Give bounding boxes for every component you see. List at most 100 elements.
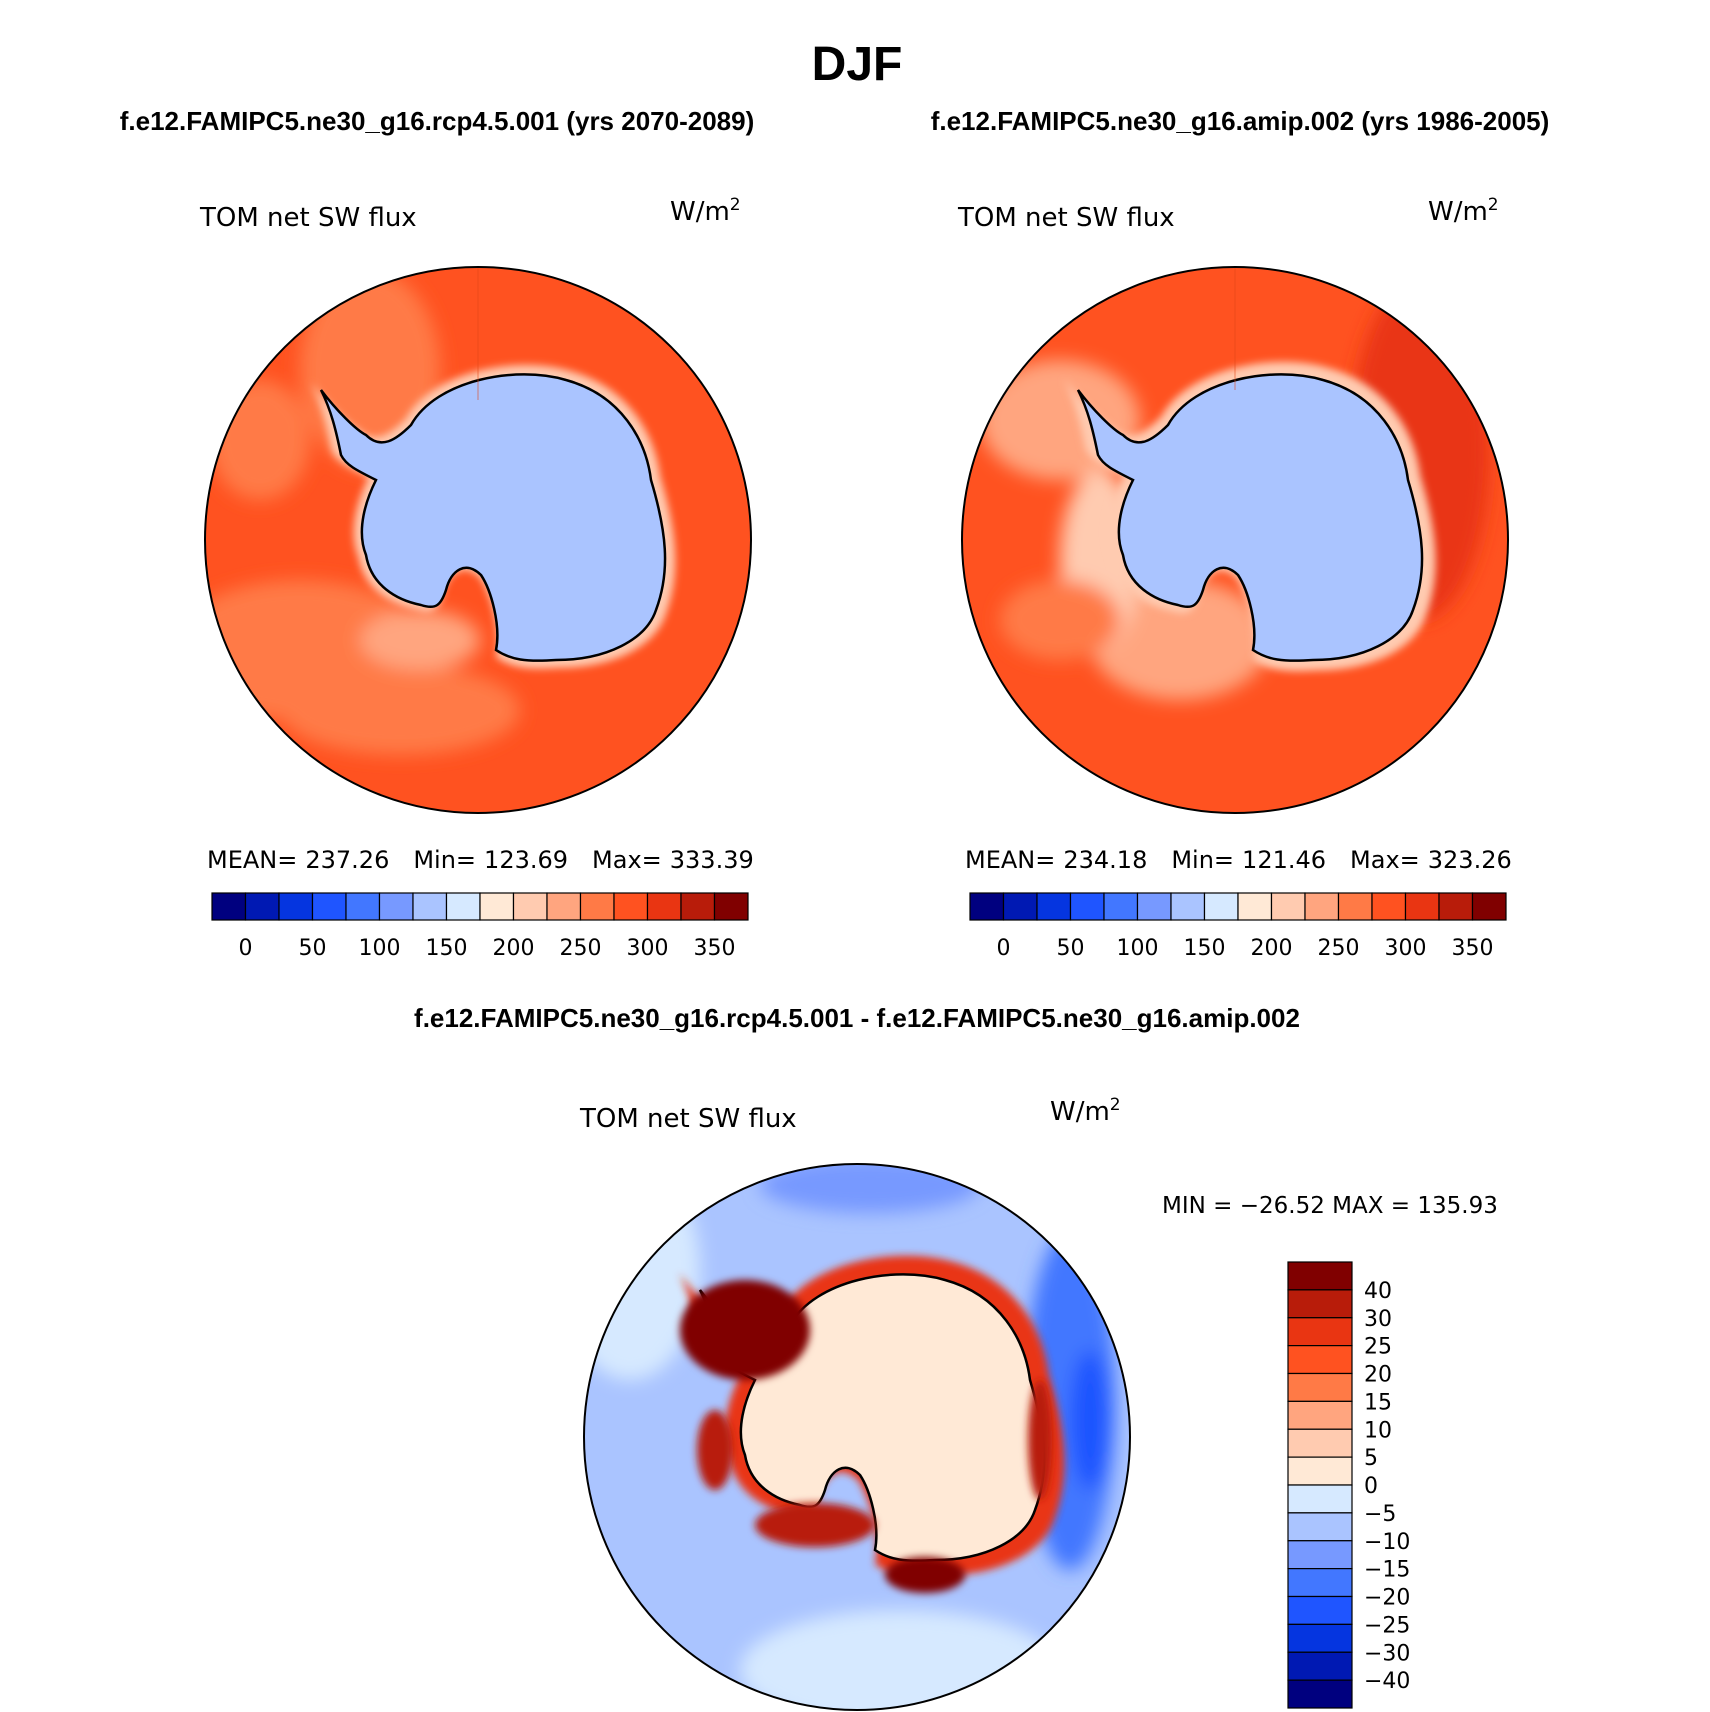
colorbar-swatch xyxy=(713,892,749,921)
colorbar-tick-label: 250 xyxy=(560,936,602,961)
colorbar-swatch xyxy=(1287,1400,1353,1430)
colorbar-swatch xyxy=(1002,892,1038,921)
colorbar-swatch xyxy=(579,892,615,921)
panel3-map xyxy=(584,1164,1130,1710)
colorbar-tick-label: 100 xyxy=(359,936,401,961)
subtitle-left: f.e12.FAMIPC5.ne30_g16.rcp4.5.001 (yrs 2… xyxy=(120,106,755,136)
colorbar-swatch xyxy=(646,892,682,921)
panel2-map xyxy=(962,267,1508,813)
panel-rcp45: TOM net SW flux W/m2 MEAN= 237.26 Min= 123.… xyxy=(199,195,754,961)
colorbar-swatch xyxy=(1337,892,1373,921)
colorbar-swatch xyxy=(1287,1372,1353,1402)
colorbar-swatch xyxy=(546,892,582,921)
colorbar-tick-label: 150 xyxy=(1184,936,1226,961)
colorbar-swatch xyxy=(1287,1595,1353,1625)
colorbar-tick-label: 0 xyxy=(997,936,1011,961)
colorbar-swatch xyxy=(1287,1568,1353,1598)
colorbar-swatch xyxy=(1438,892,1474,921)
panel1-map xyxy=(205,267,751,813)
colorbar-tick-label: 300 xyxy=(627,936,669,961)
colorbar-swatch xyxy=(378,892,414,921)
colorbar-tick-label: 0 xyxy=(239,936,253,961)
colorbar-swatch xyxy=(412,892,448,921)
panel1-map-border xyxy=(204,266,752,814)
colorbar-swatch xyxy=(278,892,314,921)
colorbar-swatch xyxy=(1371,892,1407,921)
panel-amip: TOM net SW flux W/m2 MEAN= 234.18 Min= 121.… xyxy=(957,195,1512,961)
colorbar-swatch xyxy=(311,892,347,921)
colorbar-swatch xyxy=(1287,1289,1353,1319)
colorbar-tick-label: −5 xyxy=(1364,1502,1396,1527)
panel2-variable-label: TOM net SW flux xyxy=(957,203,1175,233)
colorbar-swatch xyxy=(345,892,381,921)
colorbar-swatch xyxy=(1287,1345,1353,1375)
colorbar-swatch xyxy=(1270,892,1306,921)
colorbar-tick-label: 10 xyxy=(1364,1418,1392,1443)
colorbar-swatch xyxy=(211,892,247,921)
colorbar-tick-label: 15 xyxy=(1364,1390,1392,1415)
colorbar-swatch xyxy=(1287,1512,1353,1542)
panel2-colorbar: 0 50 100 150 200 250 300 350 xyxy=(969,892,1507,961)
colorbar-swatch xyxy=(1136,892,1172,921)
colorbar-swatch xyxy=(1287,1484,1353,1514)
colorbar-tick-label: 5 xyxy=(1364,1446,1378,1471)
colorbar-tick-label: 30 xyxy=(1364,1307,1392,1332)
colorbar-swatch xyxy=(1237,892,1273,921)
panel2-map-border xyxy=(961,266,1509,814)
panel1-colorbar: 0 50 100 150 200 250 300 350 xyxy=(211,892,749,961)
colorbar-tick-label: 50 xyxy=(1057,936,1085,961)
colorbar-tick-label: −20 xyxy=(1364,1586,1410,1611)
colorbar-tick-label: 300 xyxy=(1385,936,1427,961)
colorbar-tick-label: 200 xyxy=(493,936,535,961)
diff-title: f.e12.FAMIPC5.ne30_g16.rcp4.5.001 - f.e1… xyxy=(414,1003,1300,1033)
colorbar-swatch xyxy=(1287,1651,1353,1681)
colorbar-swatch xyxy=(1287,1540,1353,1570)
colorbar-swatch xyxy=(969,892,1005,921)
colorbar-tick-label: −40 xyxy=(1364,1669,1410,1694)
colorbar-tick-label: 0 xyxy=(1364,1474,1378,1499)
colorbar-tick-label: 200 xyxy=(1251,936,1293,961)
colorbar-tick-label: −10 xyxy=(1364,1530,1410,1555)
colorbar-swatch xyxy=(1287,1679,1353,1709)
colorbar-swatch xyxy=(1036,892,1072,921)
colorbar-swatch xyxy=(244,892,280,921)
colorbar-tick-label: 20 xyxy=(1364,1363,1392,1388)
panel3-variable-label: TOM net SW flux xyxy=(579,1104,797,1134)
colorbar-swatch xyxy=(1287,1623,1353,1653)
colorbar-swatch xyxy=(1287,1261,1353,1291)
panel-difference: TOM net SW flux W/m2 MIN = −26.52 MAX = … xyxy=(579,1095,1498,1711)
colorbar-swatch xyxy=(445,892,481,921)
colorbar-swatch xyxy=(479,892,515,921)
colorbar-tick-label: 350 xyxy=(694,936,736,961)
colorbar-swatch xyxy=(1203,892,1239,921)
figure-title: DJF xyxy=(812,38,903,91)
colorbar-swatch xyxy=(613,892,649,921)
panel2-stats: MEAN= 234.18 Min= 121.46 Max= 323.26 xyxy=(965,846,1512,874)
colorbar-tick-label: 250 xyxy=(1318,936,1360,961)
colorbar-swatch xyxy=(1304,892,1340,921)
panel1-stats: MEAN= 237.26 Min= 123.69 Max= 333.39 xyxy=(207,846,754,874)
colorbar-tick-label: 50 xyxy=(299,936,327,961)
colorbar-swatch xyxy=(1103,892,1139,921)
colorbar-swatch xyxy=(680,892,716,921)
colorbar-tick-label: 40 xyxy=(1364,1279,1392,1304)
colorbar-swatch xyxy=(1287,1456,1353,1486)
colorbar-tick-label: 150 xyxy=(426,936,468,961)
panel2-units-label: W/m2 xyxy=(1428,195,1499,227)
colorbar-swatch xyxy=(1404,892,1440,921)
colorbar-tick-label: 350 xyxy=(1452,936,1494,961)
subtitle-right: f.e12.FAMIPC5.ne30_g16.amip.002 (yrs 198… xyxy=(931,106,1550,136)
colorbar-tick-label: −15 xyxy=(1364,1558,1410,1583)
colorbar-tick-label: 100 xyxy=(1117,936,1159,961)
colorbar-swatch xyxy=(1287,1428,1353,1458)
panel3-map-border xyxy=(583,1163,1131,1711)
panel3-minmax: MIN = −26.52 MAX = 135.93 xyxy=(1162,1193,1498,1219)
panel3-units-label: W/m2 xyxy=(1050,1095,1121,1127)
panel1-units-label: W/m2 xyxy=(670,195,741,227)
colorbar-swatch xyxy=(1170,892,1206,921)
colorbar-swatch xyxy=(512,892,548,921)
colorbar-tick-label: −30 xyxy=(1364,1641,1410,1666)
colorbar-swatch xyxy=(1287,1317,1353,1347)
